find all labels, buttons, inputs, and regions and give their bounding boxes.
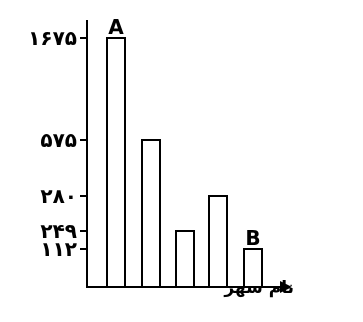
y-tick-label: ۲۸۰ xyxy=(40,184,77,208)
y-tick-label: ۲۴۹ xyxy=(40,219,77,243)
bar xyxy=(141,139,161,288)
y-tick-label: ۱۶۷۵ xyxy=(28,26,77,50)
x-axis-arrow-icon xyxy=(280,281,292,293)
bar-annotation-a: A xyxy=(108,15,124,39)
bar-annotations: AB xyxy=(108,15,260,250)
bar xyxy=(243,248,263,288)
bar xyxy=(106,37,126,288)
y-tick-label: ۱۱۲ xyxy=(40,237,77,261)
bar xyxy=(208,195,228,288)
y-tick-label: ۵۷۵ xyxy=(40,128,77,152)
chart-bars xyxy=(106,37,263,288)
bar xyxy=(175,230,195,288)
bar-annotation-b: B xyxy=(245,226,260,250)
